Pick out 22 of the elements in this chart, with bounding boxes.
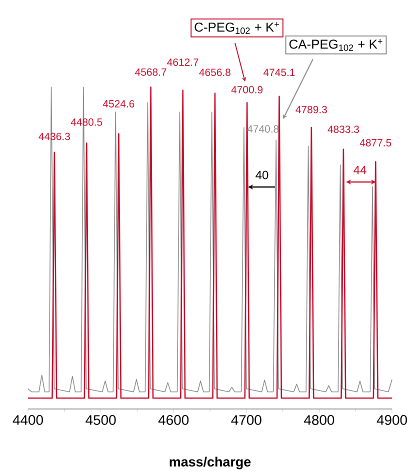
annotation: 4524.6 bbox=[102, 100, 134, 108]
x-tick-label: 4600 bbox=[158, 415, 189, 425]
x-axis-title: mass/charge bbox=[170, 456, 251, 470]
annotation: 4833.3 bbox=[328, 126, 359, 134]
annotation: 4480.5 bbox=[70, 118, 102, 126]
x-tick-label: 4500 bbox=[86, 415, 116, 425]
text: C-PEG$_{102}$ + K$^{+}$ bbox=[194, 22, 279, 34]
annotation: 4568.7 bbox=[135, 68, 166, 76]
annotation: 4877.5 bbox=[360, 139, 392, 146]
x-tick-label: 4400 bbox=[12, 415, 43, 425]
x-tick-label: 4800 bbox=[304, 415, 334, 425]
annotation: 44 bbox=[354, 166, 366, 174]
annotation: 4745.1 bbox=[263, 68, 295, 76]
annotation: 4436.3 bbox=[38, 132, 70, 140]
annotation: 4700.9 bbox=[231, 86, 263, 94]
annotation: 4789.3 bbox=[296, 106, 327, 114]
text: CA-PEG$_{102}$ + K$^{+}$ bbox=[289, 39, 382, 51]
annotation: 40 bbox=[256, 170, 268, 180]
x-tick-label: 4700 bbox=[231, 415, 262, 425]
annotation: 4612.7 bbox=[167, 58, 198, 66]
annotation: 4656.8 bbox=[199, 68, 230, 76]
x-tick-label: 4900 bbox=[376, 415, 407, 425]
